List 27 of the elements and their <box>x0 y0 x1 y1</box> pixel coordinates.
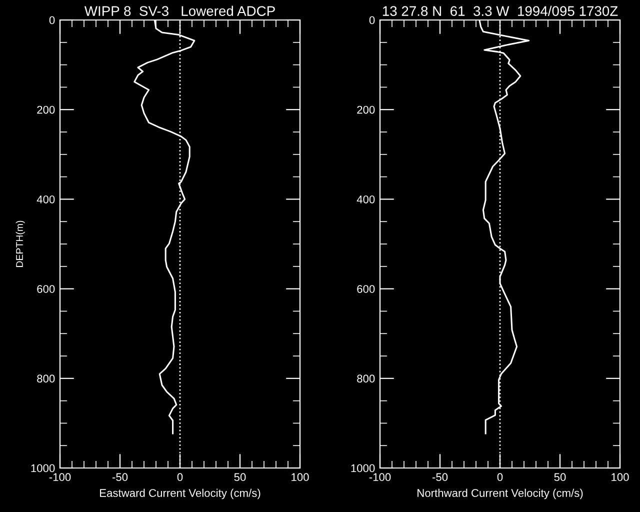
y-tick-label: 800 <box>357 374 375 383</box>
y-tick-label: 800 <box>37 374 55 383</box>
y-tick-label: 600 <box>357 285 375 293</box>
y-tick-label: 0 <box>369 16 375 24</box>
x-tick-label: -50 <box>432 473 448 482</box>
x-axis-title: Northward Current Velocity (cm/s) <box>418 488 583 500</box>
chart-title: 13 27.8 N 61 3.3 W 1994/095 1730Z <box>382 6 618 16</box>
y-tick-label: 600 <box>37 285 55 293</box>
x-tick-label: 50 <box>234 473 246 482</box>
y-tick-label: 400 <box>36 195 55 204</box>
x-tick-label: 0 <box>177 473 183 482</box>
x-tick-label: -100 <box>369 473 391 482</box>
y-tick-label: 400 <box>356 195 375 204</box>
y-tick-label: 1000 <box>31 464 55 472</box>
y-tick-label: 200 <box>357 106 375 114</box>
x-tick-label: -50 <box>112 473 128 482</box>
y-tick-label: 0 <box>49 16 55 24</box>
x-tick-label: 100 <box>612 473 629 482</box>
x-tick-label: 50 <box>554 473 566 482</box>
y-axis-title: DEPTH(m) <box>16 220 25 267</box>
x-tick-label: 0 <box>497 473 503 482</box>
x-axis-title: Eastward Current Velocity (cm/s) <box>100 488 260 500</box>
chart-title: WIPP 8 SV-3 Lowered ADCP <box>84 6 275 16</box>
x-tick-label: 100 <box>292 473 309 482</box>
x-tick-label: -100 <box>49 473 71 482</box>
y-tick-label: 1000 <box>351 464 375 472</box>
y-tick-label: 200 <box>37 106 55 114</box>
